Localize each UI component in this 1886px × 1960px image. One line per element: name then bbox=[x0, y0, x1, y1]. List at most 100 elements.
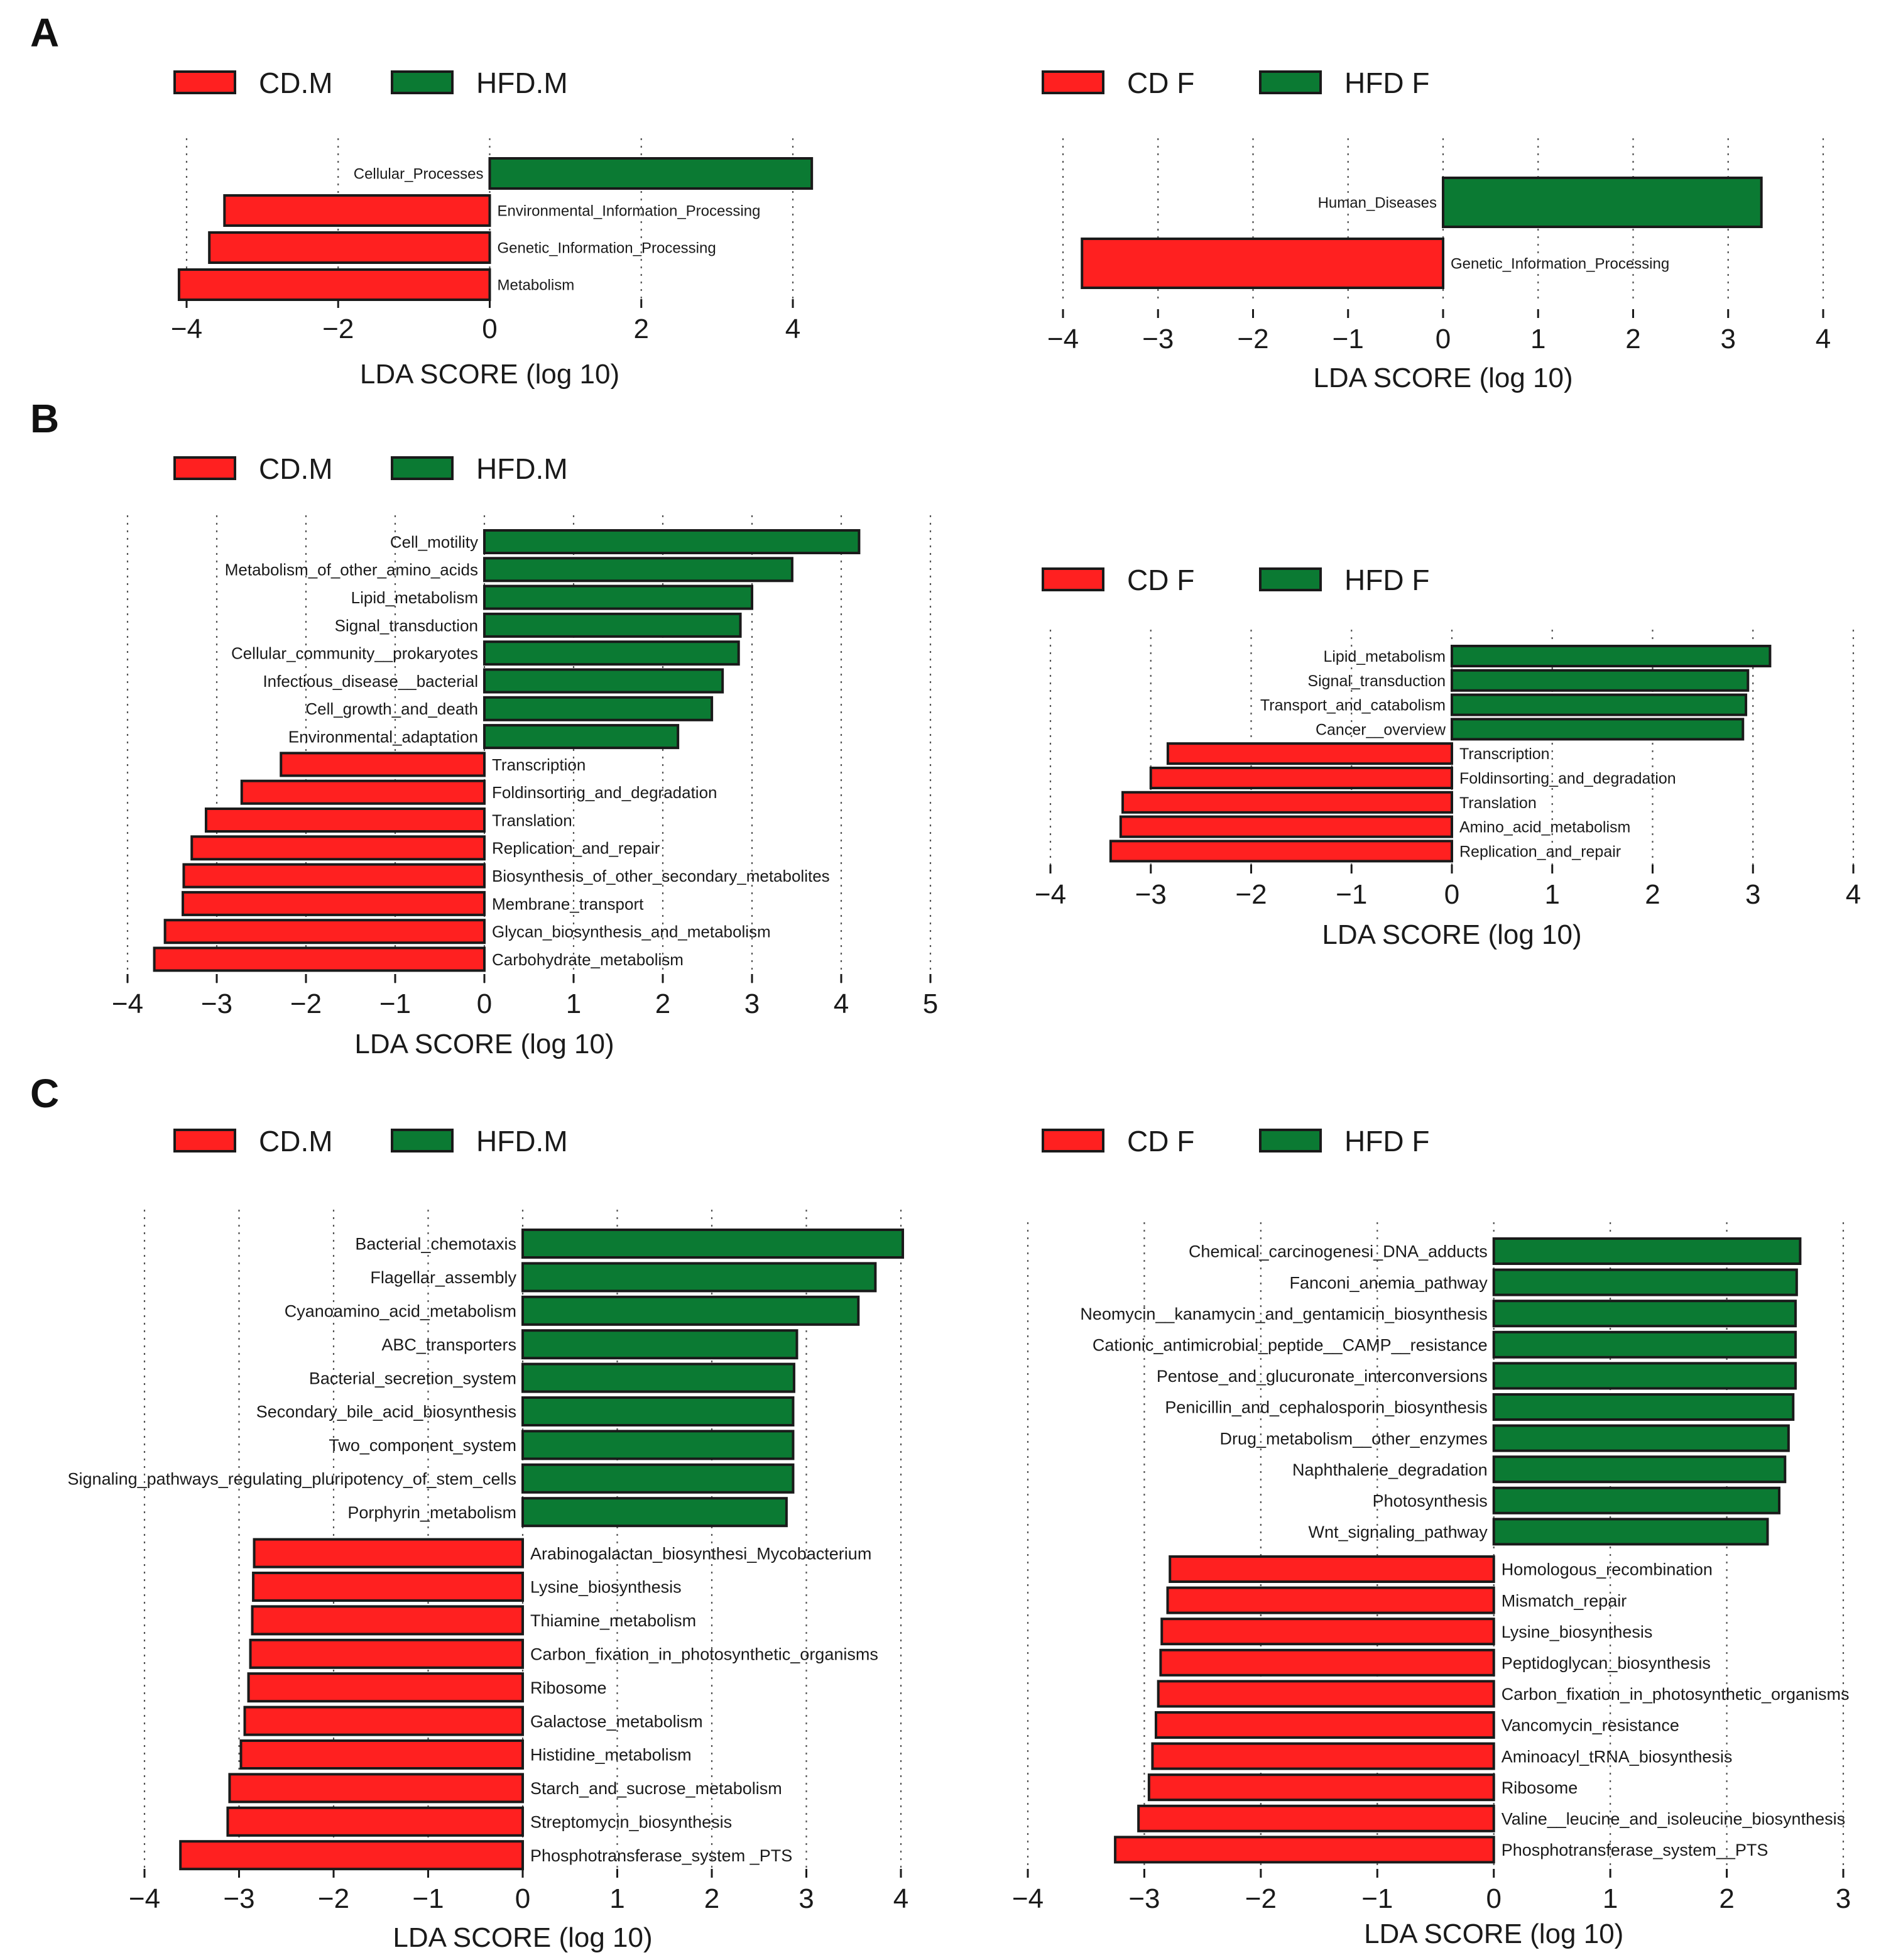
x-tick-label: 4 bbox=[785, 314, 800, 344]
x-tick-label: −1 bbox=[1333, 324, 1364, 354]
bar-homologous-recombination bbox=[1169, 1555, 1495, 1583]
bar-label: Photosynthesis bbox=[1373, 1492, 1488, 1511]
bar-label: Foldinsorting_and_degradation bbox=[492, 783, 717, 802]
x-tick-label: 0 bbox=[482, 314, 497, 344]
bar-cyanoamino-acid-metabolism bbox=[521, 1295, 860, 1326]
legend-label-cd: CD.M bbox=[259, 1125, 333, 1158]
bar-carbohydrate-metabolism bbox=[153, 946, 486, 972]
bar-label: Mismatch_repair bbox=[1502, 1591, 1627, 1610]
bar-label: Secondary_bile_acid_biosynthesis bbox=[256, 1403, 516, 1421]
bar-drug-metabolism-other-enzymes bbox=[1492, 1424, 1790, 1452]
legend-label-hfd: HFD.M bbox=[476, 452, 568, 485]
x-tick-label: −1 bbox=[379, 988, 411, 1019]
bar-cell-motility bbox=[483, 529, 861, 554]
x-tick-label: −3 bbox=[201, 988, 232, 1019]
bar-label: Amino_acid_metabolism bbox=[1459, 819, 1630, 836]
bar-label: Neomycin__kanamycin_and_gentamicin_biosy… bbox=[1080, 1305, 1487, 1323]
bar-label: Starch_and_sucrose_metabolism bbox=[530, 1779, 782, 1798]
bar-environmental-adaptation bbox=[483, 724, 680, 750]
charts-container: CD.M HFD.M Cellular_Processes Environmental… bbox=[68, 67, 1861, 1953]
bar-chemical-carcinogenesi-dna-adducts bbox=[1492, 1237, 1802, 1265]
legend-swatch-cd bbox=[1042, 1129, 1104, 1152]
bar-label: Environmental_Information_Processing bbox=[498, 203, 761, 220]
x-tick-label: 0 bbox=[1486, 1883, 1501, 1914]
x-tick-label: 2 bbox=[704, 1883, 719, 1914]
bar-label: Genetic_Information_Processing bbox=[498, 240, 716, 257]
bar-signaling-pathways-regulating-pluripotency-of-stem-cells bbox=[521, 1463, 795, 1494]
bar-label: Metabolism_of_other_amino_acids bbox=[225, 561, 478, 579]
bar-label: Penicillin_and_cephalosporin_biosynthesi… bbox=[1165, 1398, 1487, 1417]
legend-label-hfd: HFD.M bbox=[476, 67, 568, 99]
bar-label: Genetic_Information_Processing bbox=[1451, 256, 1669, 273]
bar-replication-and-repair bbox=[1109, 840, 1453, 863]
bar-naphthalene-degradation bbox=[1492, 1455, 1787, 1484]
x-axis-title: LDA SCORE (log 10) bbox=[1322, 919, 1581, 950]
bar-label: Transcription bbox=[492, 755, 586, 774]
chart-6: CD F HFD F Chemical_carcinogenesi_DNA_addu… bbox=[1012, 1125, 1851, 1949]
x-tick-label: 2 bbox=[1625, 324, 1640, 354]
x-axis-title: LDA SCORE (log 10) bbox=[360, 359, 619, 390]
x-tick-label: 5 bbox=[923, 988, 938, 1019]
bar-photosynthesis bbox=[1492, 1486, 1781, 1514]
bar-label: Human_Diseases bbox=[1318, 195, 1437, 212]
bar-metabolism bbox=[177, 268, 491, 301]
legend: CD F HFD F bbox=[1042, 564, 1429, 596]
bar-phosphotransferase-system-pts bbox=[179, 1840, 524, 1871]
bar-carbon-fixation-in-photosynthetic-organisms bbox=[1157, 1680, 1495, 1708]
legend-label-hfd: HFD F bbox=[1344, 67, 1429, 99]
bar-flagellar-assembly bbox=[521, 1262, 877, 1293]
x-tick-label: −3 bbox=[1135, 879, 1167, 910]
bar-cellular-community-prokaryotes bbox=[483, 640, 740, 666]
bar-ribosome bbox=[247, 1672, 524, 1703]
bar-genetic-information-processing bbox=[208, 231, 491, 264]
legend-swatch-cd bbox=[173, 70, 236, 94]
legend-swatch-hfd bbox=[1259, 567, 1322, 591]
bar-label: Homologous_recombination bbox=[1502, 1560, 1713, 1579]
bar-signal-transduction bbox=[1451, 669, 1750, 692]
bar-fanconi-anemia-pathway bbox=[1492, 1268, 1798, 1296]
bar-neomycin-kanamycin-and-gentamicin-biosynthesis bbox=[1492, 1300, 1797, 1328]
bar-label: Carbon_fixation_in_photosynthetic_organi… bbox=[530, 1645, 878, 1664]
bar-label: Streptomycin_biosynthesis bbox=[530, 1813, 732, 1832]
x-axis-title: LDA SCORE (log 10) bbox=[1313, 363, 1573, 393]
bar-amino-acid-metabolism bbox=[1119, 815, 1453, 838]
x-tick-label: 0 bbox=[477, 988, 492, 1019]
bar-cell-growth-and-death bbox=[483, 696, 714, 721]
bar-membrane-transport bbox=[182, 890, 486, 916]
bar-aminoacyl-trna-biosynthesis bbox=[1151, 1742, 1495, 1770]
bar-label: Drug_metabolism__other_enzymes bbox=[1219, 1429, 1487, 1448]
legend-swatch-cd bbox=[1042, 70, 1104, 94]
x-tick-label: 3 bbox=[744, 988, 760, 1019]
x-tick-label: 4 bbox=[834, 988, 849, 1019]
bar-label: Cellular_community__prokaryotes bbox=[231, 644, 478, 663]
bar-wnt-signaling-pathway bbox=[1492, 1518, 1769, 1546]
x-tick-label: 3 bbox=[799, 1883, 814, 1914]
bar-lipid-metabolism bbox=[1451, 645, 1772, 667]
legend: CD F HFD F bbox=[1042, 1125, 1429, 1158]
bar-label: Valine__leucine_and_isoleucine_biosynthe… bbox=[1502, 1810, 1845, 1829]
x-tick-label: −2 bbox=[322, 314, 354, 344]
bar-pentose-and-glucuronate-interconversions bbox=[1492, 1362, 1797, 1390]
bar-label: Chemical_carcinogenesi_DNA_adducts bbox=[1189, 1242, 1488, 1261]
bar-label: Glycan_biosynthesis_and_metabolism bbox=[492, 923, 771, 941]
bar-label: Signal_transduction bbox=[1307, 672, 1446, 690]
bar-label: Ribosome bbox=[530, 1678, 607, 1697]
x-tick-label: −4 bbox=[112, 988, 143, 1019]
bar-label: Foldinsorting_and_degradation bbox=[1459, 770, 1676, 787]
x-tick-label: −2 bbox=[290, 988, 322, 1019]
legend-label-cd: CD.M bbox=[259, 67, 333, 99]
bar-label: Signaling_pathways_regulating_pluripoten… bbox=[68, 1470, 516, 1489]
bar-label: Wnt_signaling_pathway bbox=[1309, 1523, 1488, 1541]
panel-letter-c: C bbox=[30, 1071, 59, 1116]
bar-carbon-fixation-in-photosynthetic-organisms bbox=[249, 1638, 524, 1669]
legend-swatch-hfd bbox=[391, 1129, 454, 1152]
bar-label: Pentose_and_glucuronate_interconversions bbox=[1157, 1367, 1488, 1386]
bar-arabinogalactan-biosynthesi-mycobacterium bbox=[253, 1538, 524, 1569]
panel-letter-b: B bbox=[30, 396, 59, 441]
legend: CD.M HFD.M bbox=[173, 67, 568, 99]
bar-lipid-metabolism bbox=[483, 584, 753, 610]
bar-starch-and-sucrose-metabolism bbox=[228, 1773, 524, 1804]
bar-label: Ribosome bbox=[1502, 1778, 1578, 1797]
bar-lysine-biosynthesis bbox=[252, 1572, 524, 1602]
x-tick-label: 2 bbox=[1645, 879, 1660, 910]
